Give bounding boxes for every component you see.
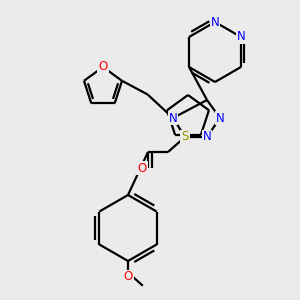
Text: N: N bbox=[169, 112, 177, 124]
Text: O: O bbox=[123, 271, 133, 284]
Text: N: N bbox=[202, 130, 211, 143]
Text: N: N bbox=[237, 31, 245, 44]
Text: N: N bbox=[216, 112, 224, 124]
Text: O: O bbox=[137, 161, 147, 175]
Text: S: S bbox=[181, 130, 189, 143]
Text: O: O bbox=[98, 61, 108, 74]
Text: N: N bbox=[211, 16, 219, 28]
